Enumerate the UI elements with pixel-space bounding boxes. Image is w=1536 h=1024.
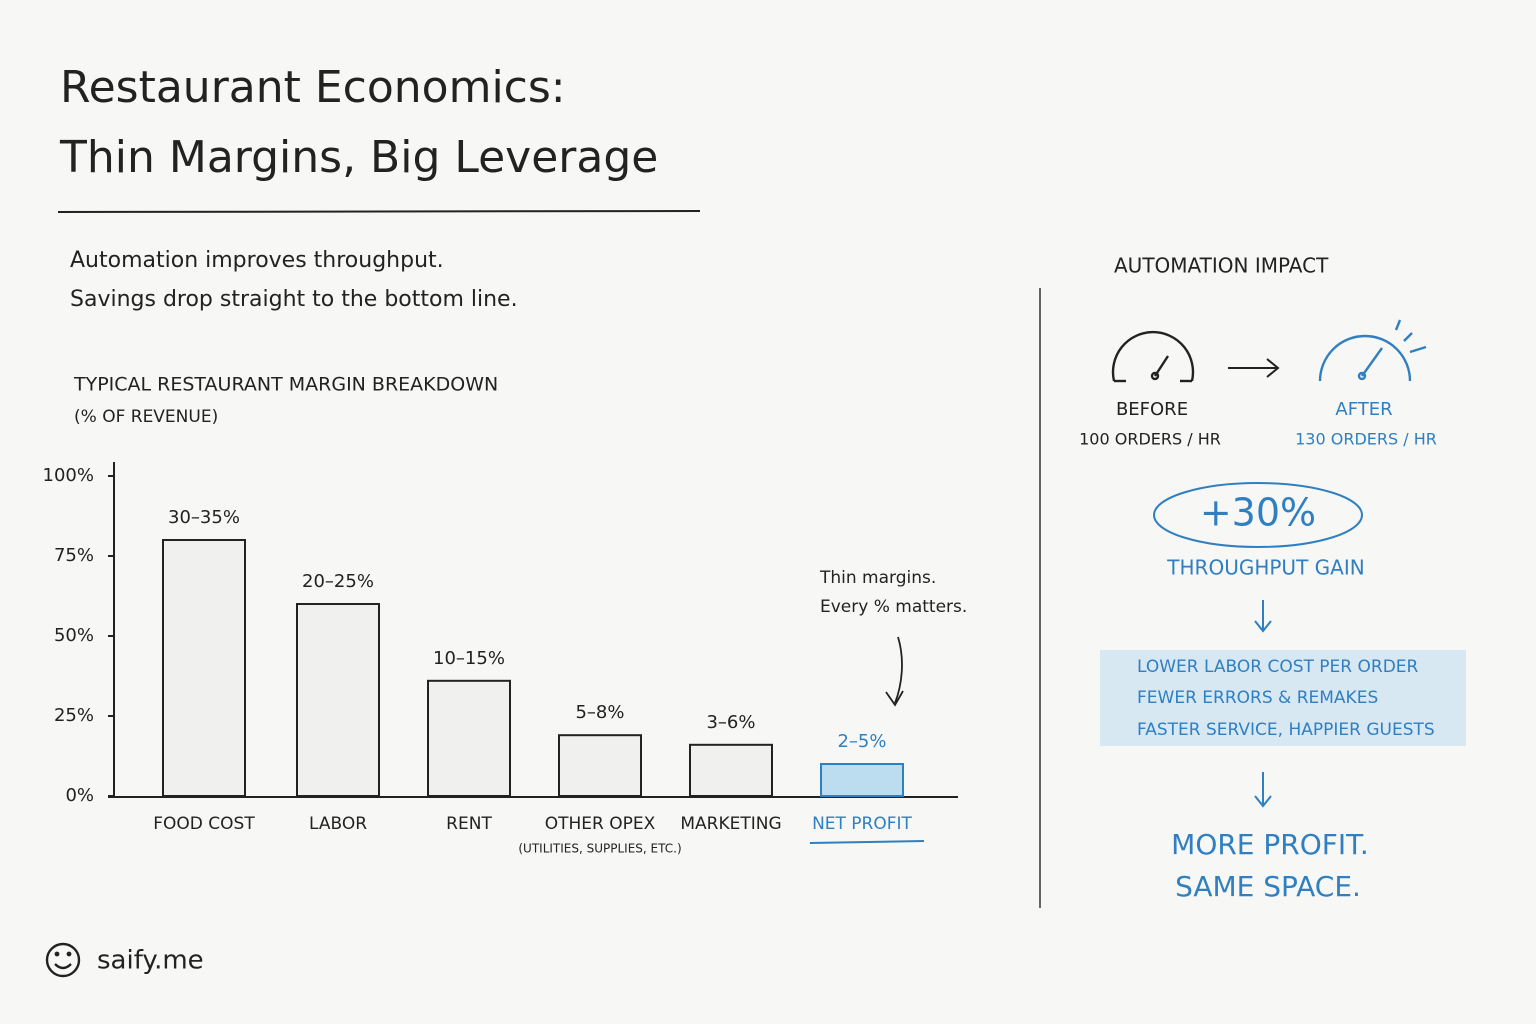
bar-label: 30–35%	[168, 507, 240, 528]
y-tick-label: 0%	[65, 785, 94, 806]
benefit: FASTER SERVICE, HAPPIER GUESTS	[1137, 720, 1435, 740]
annotation-arrow	[885, 636, 904, 707]
arrow	[1254, 600, 1272, 633]
arrow	[1254, 772, 1272, 808]
x-tick-label: LABOR	[309, 814, 367, 834]
gauge-after	[1318, 319, 1427, 382]
impact-title: AUTOMATION IMPACT	[1114, 254, 1329, 278]
conclusion: SAME SPACE.	[1175, 870, 1361, 903]
bar	[689, 743, 773, 797]
gauge-before	[1111, 330, 1195, 383]
benefit: LOWER LABOR COST PER ORDER	[1137, 657, 1419, 677]
y-tick-label: 50%	[54, 625, 94, 646]
x-tick-label: NET PROFIT	[812, 814, 912, 834]
annotation: Thin margins.	[819, 568, 936, 588]
bar	[558, 734, 642, 798]
bar-label: 10–15%	[433, 648, 505, 669]
category-note: (UTILITIES, SUPPLIES, ETC.)	[518, 842, 681, 856]
title: Restaurant Economics:	[60, 62, 566, 113]
y-tick-label: 25%	[54, 705, 94, 726]
title-underline	[57, 210, 701, 213]
bar	[162, 539, 246, 797]
before-label: BEFORE	[1116, 399, 1188, 420]
gain-label: THROUGHPUT GAIN	[1166, 556, 1364, 580]
axes	[108, 462, 958, 798]
bar-label: 20–25%	[302, 571, 374, 592]
bar	[296, 603, 380, 797]
before-rate: 100 ORDERS / HR	[1079, 430, 1221, 449]
x-tick-label: OTHER OPEX	[545, 814, 656, 834]
chart-subtitle: (% OF REVENUE)	[74, 407, 218, 427]
after-rate: 130 ORDERS / HR	[1295, 430, 1437, 449]
bar-label: 3–6%	[706, 712, 755, 733]
x-tick-label: RENT	[446, 814, 492, 834]
bar	[820, 763, 904, 797]
y-tick-label: 100%	[43, 465, 94, 486]
after-label: AFTER	[1335, 399, 1392, 420]
brand: saify.me	[97, 946, 204, 976]
y-tick-label: 75%	[54, 545, 94, 566]
chart-title: TYPICAL RESTAURANT MARGIN BREAKDOWN	[73, 374, 498, 396]
highlight-underline	[809, 840, 925, 844]
gain-ellipse	[1153, 482, 1363, 548]
benefits-band	[1100, 650, 1466, 746]
annotation: Every % matters.	[820, 597, 967, 617]
arrow	[1228, 358, 1280, 378]
benefit: FEWER ERRORS & REMAKES	[1137, 688, 1378, 708]
intro: Savings drop straight to the bottom line…	[70, 287, 518, 312]
bar	[427, 679, 511, 797]
bar-label: 5–8%	[575, 702, 624, 723]
conclusion: MORE PROFIT.	[1171, 828, 1369, 861]
gain: +30%	[1200, 491, 1316, 535]
bar-label: 2–5%	[837, 731, 886, 752]
intro: Automation improves throughput.	[70, 248, 444, 273]
logo-icon	[45, 942, 81, 978]
x-tick-label: MARKETING	[680, 814, 781, 834]
title: Thin Margins, Big Leverage	[59, 132, 658, 183]
x-tick-label: FOOD COST	[153, 814, 255, 834]
